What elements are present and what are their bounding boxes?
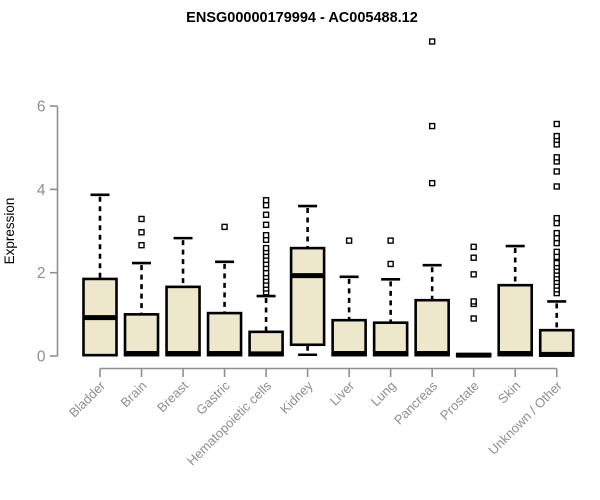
outlier-point: [262, 202, 270, 209]
x-category-label-breast: Breast: [154, 378, 191, 415]
outlier-point: [262, 232, 270, 239]
x-category-label-liver: Liver: [327, 378, 358, 409]
outlier-point: [470, 254, 477, 261]
outlier-point: [553, 214, 560, 222]
x-category-label-brain: Brain: [118, 378, 150, 410]
outlier-point: [470, 271, 477, 278]
y-tick-label: 2: [37, 265, 46, 282]
x-category-label-bladder: Bladder: [66, 378, 109, 421]
x-category-label-unknown-other: Unknown / Other: [485, 378, 565, 458]
outlier-point: [470, 315, 477, 322]
outlier-point: [138, 215, 145, 223]
chart-title: ENSG00000179994 - AC005488.12: [186, 10, 418, 26]
outlier-point: [262, 197, 270, 204]
boxplot-pancreas: [414, 38, 450, 357]
outlier-point: [262, 211, 270, 218]
y-axis-label: Expression: [2, 198, 17, 265]
x-category-label-pancreas: Pancreas: [391, 378, 441, 428]
boxplot-liver: [331, 237, 367, 357]
outlier-point: [553, 259, 560, 267]
outlier-point: [553, 229, 560, 237]
outlier-point: [262, 269, 270, 277]
boxplot-unknown-other: [538, 120, 575, 357]
boxplot-lung: [372, 237, 409, 357]
box-iqr: [372, 321, 409, 357]
outlier-point: [553, 248, 560, 256]
boxplot-gastric: [206, 223, 243, 357]
boxplot-series: [82, 38, 575, 358]
box-iqr: [538, 328, 575, 357]
y-tick-label: 0: [37, 349, 46, 366]
boxplot-prostate: [455, 243, 492, 358]
x-category-label-skin: Skin: [495, 378, 523, 406]
outlier-point: [470, 298, 477, 305]
boxplot-bladder: [82, 193, 118, 357]
x-category-label-lung: Lung: [368, 378, 399, 409]
outlier-point: [262, 221, 270, 228]
outlier-point: [387, 237, 394, 244]
y-tick-label: 6: [37, 99, 46, 116]
x-category-label-gastric: Gastric: [193, 378, 233, 418]
outlier-point: [553, 154, 560, 161]
box-iqr: [331, 318, 367, 357]
outlier-point: [553, 239, 560, 247]
outlier-point: [387, 260, 394, 268]
outlier-point: [553, 234, 560, 242]
y-axis: 0 2 4 6: [37, 99, 59, 366]
box-iqr: [289, 246, 326, 347]
boxplot-breast: [165, 236, 201, 357]
outlier-point: [428, 122, 436, 130]
outlier-point: [138, 229, 145, 236]
outlier-point: [262, 244, 270, 252]
outlier-point: [345, 237, 353, 244]
box-iqr: [165, 285, 201, 357]
y-tick-label: 4: [37, 182, 46, 199]
outlier-point: [553, 132, 560, 140]
outlier-point: [470, 243, 477, 251]
box-iqr: [206, 311, 243, 357]
outlier-point: [428, 38, 436, 45]
box-iqr: [497, 283, 534, 357]
outlier-point: [221, 223, 228, 231]
boxplot-brain: [123, 215, 160, 357]
x-category-label-prostate: Prostate: [437, 378, 482, 423]
outlier-point: [138, 242, 145, 249]
outlier-point: [553, 183, 560, 190]
outlier-point: [553, 120, 560, 128]
x-category-label-kidney: Kidney: [277, 378, 316, 417]
outlier-point: [553, 253, 560, 261]
box-iqr: [123, 313, 160, 357]
boxplot-kidney: [289, 204, 326, 357]
boxplot-skin: [497, 244, 534, 357]
outlier-point: [428, 179, 436, 187]
box-iqr: [414, 298, 450, 357]
outlier-point: [553, 219, 560, 227]
boxplot-hematopoietic-cells: [248, 197, 284, 357]
outlier-point: [553, 168, 560, 175]
